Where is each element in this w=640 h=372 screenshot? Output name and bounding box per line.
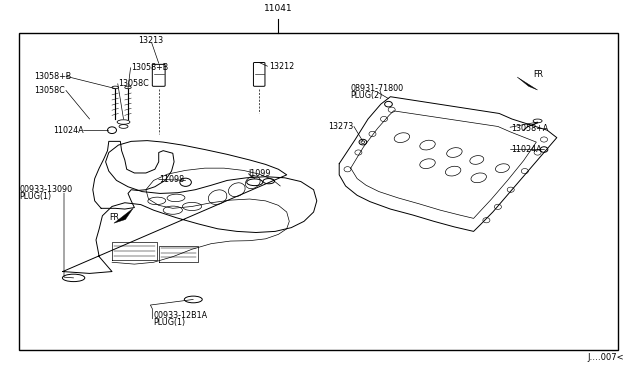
Bar xyxy=(19,33,618,350)
Text: 13058+B: 13058+B xyxy=(131,63,168,72)
Text: J‥‥007<: J‥‥007< xyxy=(588,353,624,362)
Text: 13212: 13212 xyxy=(269,62,294,71)
Text: 11024A: 11024A xyxy=(511,145,541,154)
FancyBboxPatch shape xyxy=(152,64,165,86)
Text: I1099: I1099 xyxy=(248,169,271,178)
Text: 13058C: 13058C xyxy=(34,86,65,95)
Text: PLUG(1): PLUG(1) xyxy=(19,192,51,201)
Polygon shape xyxy=(114,208,133,223)
Text: 11098: 11098 xyxy=(159,175,184,184)
Text: 00933-13090: 00933-13090 xyxy=(19,185,72,194)
Text: PLUG(2): PLUG(2) xyxy=(350,92,382,100)
Text: 00933-12B1A: 00933-12B1A xyxy=(154,311,208,320)
Text: PLUG(1): PLUG(1) xyxy=(154,318,186,327)
FancyBboxPatch shape xyxy=(253,62,265,86)
Text: 13213: 13213 xyxy=(138,36,163,45)
Text: 13058+A: 13058+A xyxy=(511,124,548,133)
Text: FR: FR xyxy=(533,70,543,79)
Text: 11041: 11041 xyxy=(264,4,292,13)
Text: 13058+B: 13058+B xyxy=(34,72,71,81)
Text: 13058C: 13058C xyxy=(118,79,149,88)
Text: 11024A: 11024A xyxy=(53,126,84,135)
Text: 08931-71800: 08931-71800 xyxy=(350,84,403,93)
Text: 13273: 13273 xyxy=(328,122,353,131)
Polygon shape xyxy=(517,77,538,90)
Text: FR: FR xyxy=(109,213,119,222)
